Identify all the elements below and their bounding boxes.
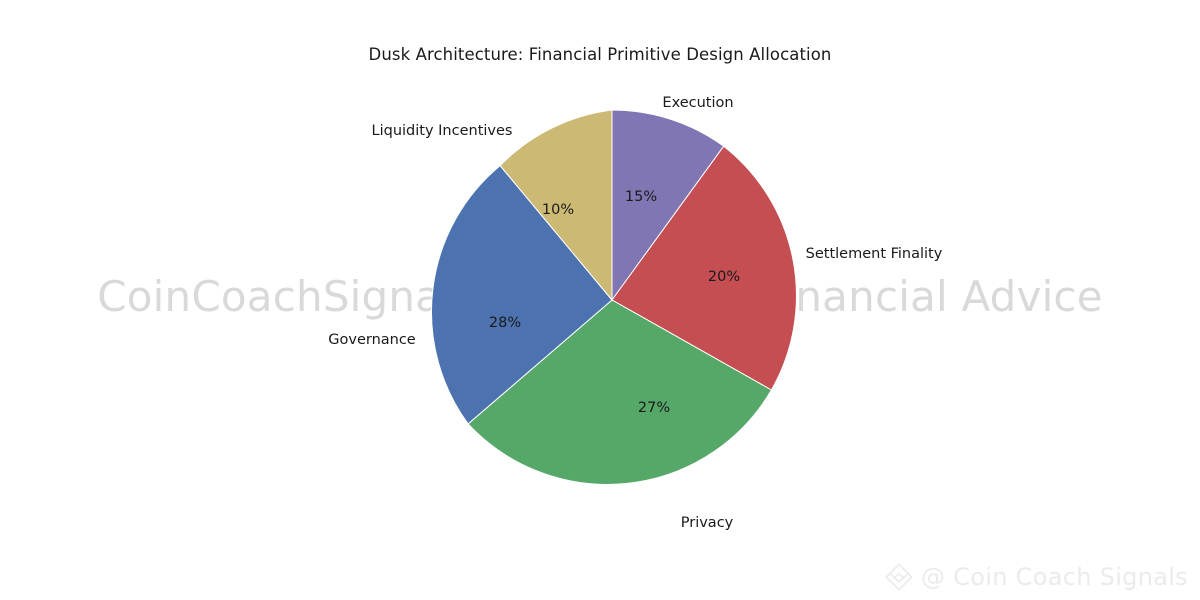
pie-value-execution: 15% [625,189,657,205]
pie-slice-execution[interactable] [611,109,725,302]
pie-slice-governance[interactable] [431,164,613,425]
pie-label-liquidity-incentives: Liquidity Incentives [372,123,513,139]
pie-value-governance: 28% [489,315,521,331]
pie-value-liquidity-incentives: 10% [542,202,574,218]
pie-label-governance: Governance [328,332,416,348]
pie-value-privacy: 27% [638,400,670,416]
pie-label-execution: Execution [662,95,733,111]
pie-label-settlement-finality: Settlement Finality [806,246,943,262]
pie-slice-liquidity-incentives[interactable] [499,109,613,302]
page-title: Dusk Architecture: Financial Primitive D… [368,45,832,64]
pie-label-privacy: Privacy [681,515,734,531]
pie-value-settlement-finality: 20% [708,269,740,285]
pie-slice-settlement-finality[interactable] [611,145,797,391]
pie-slice-privacy[interactable] [467,299,773,485]
